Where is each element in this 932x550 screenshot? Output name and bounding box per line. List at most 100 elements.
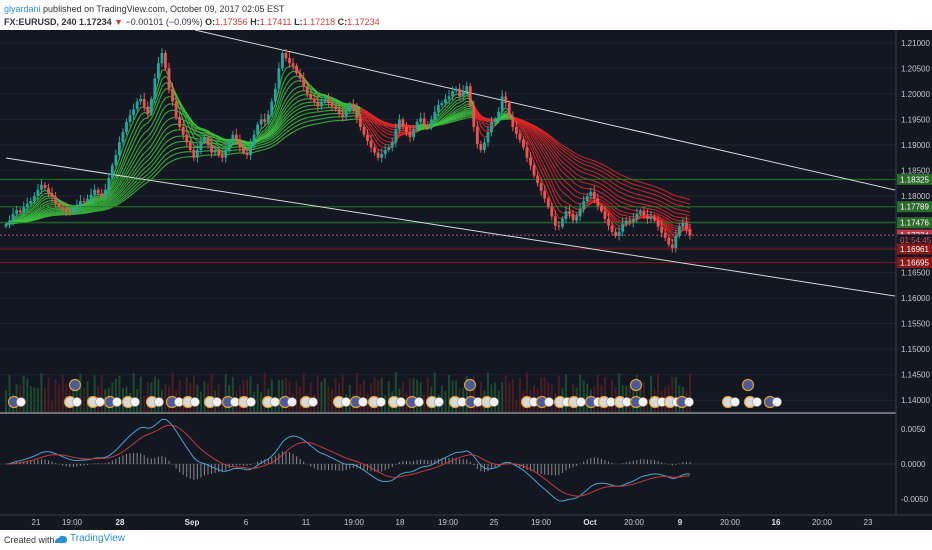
event-marker[interactable] <box>743 395 762 409</box>
event-flag-icon[interactable] <box>741 378 755 392</box>
ribbon-segment <box>374 122 379 128</box>
time-axis[interactable]: 21 19:00 28 Sep 6 11 19:00 18 19:00 25 19:00 Oct 20:… <box>32 518 873 527</box>
price-label-tag[interactable] <box>897 243 932 255</box>
event-marker[interactable] <box>648 395 667 409</box>
ribbon-segment <box>374 121 379 125</box>
ribbon-segment <box>271 129 276 134</box>
ribbon-segment <box>115 158 120 170</box>
ribbon-segment <box>647 183 652 186</box>
ribbon-segment <box>126 184 131 189</box>
event-marker[interactable] <box>464 395 483 409</box>
price-chart[interactable]: 1.210001.205001.200001.195001.190001.185… <box>0 30 932 530</box>
ribbon-segment <box>179 101 184 108</box>
event-marker[interactable] <box>675 395 694 409</box>
volume-bar <box>47 377 50 412</box>
candle-body <box>135 101 139 110</box>
event-marker[interactable] <box>520 395 539 409</box>
event-marker[interactable] <box>7 395 26 409</box>
candle-body <box>628 220 632 223</box>
event-marker[interactable] <box>405 395 424 409</box>
ribbon-segment <box>526 123 531 128</box>
event-marker[interactable] <box>121 395 140 409</box>
event-marker[interactable] <box>299 395 318 409</box>
event-marker[interactable] <box>567 395 586 409</box>
volume-bar <box>61 374 64 412</box>
price-label-tag[interactable] <box>897 201 932 213</box>
ribbon-segment <box>530 124 535 129</box>
event-marker[interactable] <box>278 395 297 409</box>
volume-bar <box>511 379 514 412</box>
ribbon-segment <box>278 117 283 125</box>
candle-body <box>252 134 256 145</box>
ribbon-segment <box>384 132 390 135</box>
event-marker[interactable] <box>261 395 280 409</box>
ribbon-segment <box>452 117 457 121</box>
ribbon-segment <box>551 203 556 213</box>
event-marker[interactable] <box>332 395 351 409</box>
down-arrow-icon: ▼ <box>114 17 124 27</box>
ribbon-segment <box>462 108 467 112</box>
ribbon-segment <box>122 182 127 188</box>
ribbon-segment <box>150 157 156 163</box>
symbol-label[interactable]: FX:EURUSD, 240 <box>4 17 77 27</box>
volume-bar <box>171 372 174 412</box>
ribbon-segment <box>608 210 613 215</box>
ribbon-segment <box>147 161 152 167</box>
candle-body <box>468 86 472 107</box>
channel-lower-line[interactable] <box>5 157 896 297</box>
author-link[interactable]: glyardani <box>4 4 41 14</box>
event-marker[interactable] <box>480 395 499 409</box>
ribbon-segment <box>143 122 149 126</box>
candle-body <box>607 218 610 226</box>
volume-bar <box>419 382 422 412</box>
event-marker[interactable] <box>387 395 406 409</box>
event-marker[interactable] <box>145 395 164 409</box>
event-marker[interactable] <box>629 395 648 409</box>
event-marker[interactable] <box>203 395 222 409</box>
ribbon-segment <box>289 99 294 105</box>
event-marker[interactable] <box>448 395 467 409</box>
event-flag-icon[interactable] <box>68 378 82 392</box>
ribbon-segment <box>576 168 581 172</box>
event-marker[interactable] <box>597 395 616 409</box>
ribbon-segment <box>94 195 99 198</box>
ribbon-segment <box>650 214 655 216</box>
price-label-tag[interactable] <box>897 173 932 185</box>
price-label-tag[interactable] <box>897 234 932 246</box>
ribbon-segment <box>526 139 532 148</box>
event-marker[interactable] <box>221 395 240 409</box>
event-marker[interactable] <box>425 395 444 409</box>
event-flag-icon[interactable] <box>463 378 477 392</box>
price-label-tag[interactable] <box>897 257 932 269</box>
event-marker[interactable] <box>237 395 256 409</box>
event-marker[interactable] <box>103 395 122 409</box>
ribbon-segment <box>129 157 135 165</box>
ribbon-segment <box>143 174 149 178</box>
ribbon-segment <box>615 202 620 207</box>
event-marker[interactable] <box>367 395 386 409</box>
ribbon-segment <box>175 95 181 102</box>
event-marker[interactable] <box>63 395 82 409</box>
event-marker[interactable] <box>349 395 368 409</box>
ribbon-segment <box>459 118 464 121</box>
event-marker[interactable] <box>721 395 740 409</box>
event-marker[interactable] <box>613 395 632 409</box>
event-marker[interactable] <box>181 395 200 409</box>
ribbon-segment <box>271 128 276 133</box>
tradingview-brand[interactable]: TradingView <box>70 533 126 544</box>
event-marker[interactable] <box>763 395 782 409</box>
ribbon-segment <box>115 179 120 186</box>
ribbon-segment <box>115 165 120 176</box>
event-flag-icon[interactable] <box>629 378 643 392</box>
ribbon-segment <box>264 147 269 150</box>
ribbon-segment <box>668 235 673 242</box>
channel-upper-line[interactable] <box>194 30 896 191</box>
volume-bar <box>132 373 135 412</box>
event-marker[interactable] <box>86 395 105 409</box>
event-marker[interactable] <box>535 395 554 409</box>
price-label-tag[interactable] <box>897 217 932 229</box>
ribbon-segment <box>686 210 691 213</box>
event-marker[interactable] <box>165 395 184 409</box>
candle-body <box>511 116 515 128</box>
ribbon-segment <box>562 200 567 203</box>
